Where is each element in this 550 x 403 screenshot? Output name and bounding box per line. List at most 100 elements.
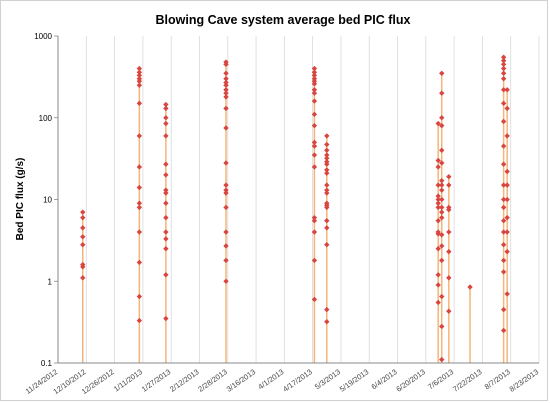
axes [54,35,539,364]
data-point [439,209,445,215]
data-point [439,115,445,121]
data-point [324,306,330,313]
data-point [439,122,445,129]
data-point [504,196,510,203]
data-point [136,259,143,266]
data-point [500,327,507,334]
x-tick-label: 2/12/2013 [168,367,201,394]
data-point [163,190,169,196]
data-point [311,257,318,264]
data-point [311,122,318,129]
data-point [435,157,441,164]
data-point [504,133,510,139]
data-point [439,196,445,203]
data-point [446,182,452,188]
chart-title: Blowing Cave system average bed PIC flux [156,13,411,27]
data-point [324,225,330,231]
x-tick-label: 5/19/2013 [338,367,371,394]
data-point [504,168,510,175]
data-point [163,172,169,178]
data-point [163,236,169,242]
y-tick-label: 100 [39,114,53,123]
y-axis-label: Bed PIC flux (g/s) [15,158,26,241]
data-point [223,105,229,112]
data-point [435,196,441,203]
data-point [500,70,507,76]
data-point [136,200,143,206]
data-point [324,133,330,139]
data-point [223,125,229,131]
data-point [136,229,143,235]
data-point [324,190,330,196]
x-tick-label: 2/28/2013 [196,367,229,394]
data-point [500,143,507,149]
data-point [324,170,330,176]
data-point [324,152,330,158]
data-point [136,78,143,84]
data-point [136,317,143,324]
data-point [439,323,445,330]
data-point [163,133,169,139]
data-point [435,218,441,224]
data-point [504,105,510,112]
data-point [324,147,330,153]
data-point [223,229,229,235]
data-point [324,204,330,211]
data-point [163,246,169,252]
grid-lines [57,36,540,363]
data-point [163,272,169,278]
data-point [435,204,441,211]
data-point [439,160,445,166]
data-point [324,242,330,248]
data-point [439,214,445,221]
x-tick-labels: 11/24/201212/10/201212/26/20121/11/20131… [24,367,540,396]
data-point [136,184,143,191]
y-tick-label: 0.1 [41,359,53,368]
data-point [163,101,169,108]
data-point [223,187,229,193]
data-point [136,133,143,139]
data-point [324,218,330,224]
data-point [439,356,445,363]
y-tick-label: 1 [48,277,53,286]
x-tick-label: 8/23/2013 [508,367,541,394]
data-point [439,243,445,249]
data-point [439,177,445,184]
data-point [500,257,507,264]
data-point [439,70,445,76]
data-point [223,82,229,88]
data-point [223,87,229,93]
y-tick-label: 1000 [34,32,52,41]
data-point [504,87,510,93]
data-point [439,293,445,300]
data-point [311,81,318,87]
data-point [223,70,229,76]
data-point [467,284,473,290]
data-point [500,242,507,248]
data-point [223,90,229,96]
data-point [311,90,318,96]
data-point [446,229,452,235]
data-point [223,160,229,166]
data-point [223,94,229,100]
data-point [435,299,441,306]
data-point [324,161,330,167]
data-point [435,272,441,278]
data-point [311,296,318,303]
data-point [439,187,445,193]
data-point [439,204,445,211]
data-point [324,141,330,148]
data-point [80,275,86,281]
data-point [223,76,229,82]
data-point [439,147,445,153]
data-point [136,72,143,79]
data-point [500,161,507,167]
data-point [500,306,507,313]
data-point [163,105,169,112]
x-tick-label: 4/17/2013 [281,367,314,394]
data-point [504,291,510,297]
data-point [136,204,143,211]
data-point [80,209,86,215]
data-point [435,164,441,170]
